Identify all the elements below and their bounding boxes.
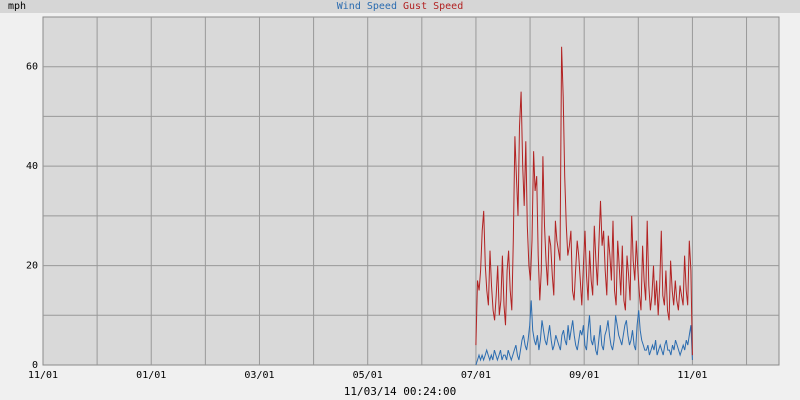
legend: Wind Speed Gust Speed bbox=[337, 1, 463, 12]
x-tick-label: 09/01 bbox=[569, 370, 599, 381]
x-axis-ticks: 11/01 01/01 03/01 05/01 07/01 09/01 11/01 bbox=[28, 370, 708, 381]
gust-speed-line bbox=[475, 46, 693, 356]
y-tick-label: 20 bbox=[26, 261, 38, 272]
title-bar bbox=[0, 0, 800, 13]
grid bbox=[43, 17, 779, 365]
y-tick-label: 60 bbox=[26, 62, 38, 73]
x-tick-label: 11/01 bbox=[677, 370, 707, 381]
unit-label: mph bbox=[8, 1, 26, 12]
x-tick-label: 03/01 bbox=[244, 370, 274, 381]
y-tick-label: 0 bbox=[32, 360, 38, 371]
x-tick-label: 01/01 bbox=[136, 370, 166, 381]
plot-area bbox=[42, 16, 780, 366]
y-tick-label: 40 bbox=[26, 161, 38, 172]
x-tick-label: 11/01 bbox=[28, 370, 58, 381]
y-axis-ticks: 0 20 40 60 bbox=[26, 62, 38, 371]
x-tick-label: 05/01 bbox=[353, 370, 383, 381]
legend-gust-speed: Gust Speed bbox=[403, 1, 463, 12]
legend-wind-speed: Wind Speed bbox=[337, 1, 397, 12]
timestamp-label: 11/03/14 00:24:00 bbox=[344, 385, 457, 398]
x-tick-label: 07/01 bbox=[461, 370, 491, 381]
wind-speed-line bbox=[475, 300, 693, 366]
series-lines bbox=[475, 46, 693, 366]
